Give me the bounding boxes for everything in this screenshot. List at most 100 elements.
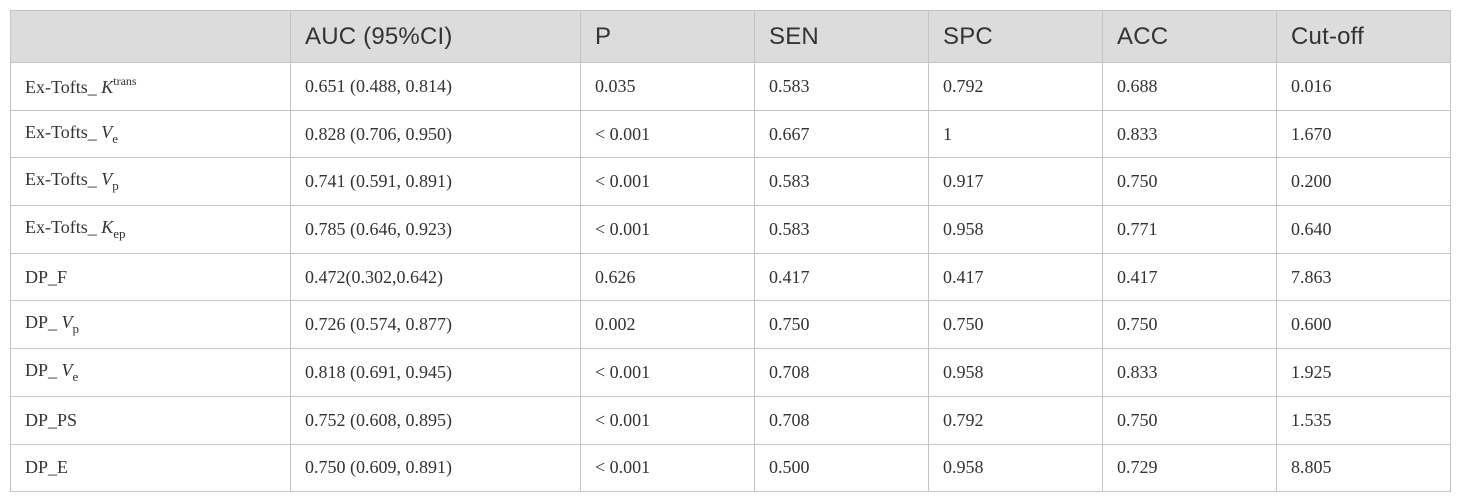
sen-cell: 0.500 [754, 443, 929, 493]
parameter-cell: Ex-Tofts_ Vp [10, 157, 291, 207]
results-table: AUC (95%CI) P SEN SPC ACC Cut-off Ex-Tof… [10, 10, 1451, 493]
parameter-cell: DP_ Vp [10, 300, 291, 350]
cutoff-cell: 0.200 [1276, 157, 1451, 207]
cutoff-cell: 1.670 [1276, 109, 1451, 159]
parameter-prefix: DP_PS [25, 409, 78, 430]
parameter-cell: DP_PS [10, 395, 291, 445]
parameter-prefix: Ex-Tofts_ [25, 169, 102, 190]
parameter-subscript: e [112, 130, 119, 146]
spc-cell: 0.417 [928, 252, 1103, 302]
parameter-variable: V [61, 359, 73, 380]
parameter-prefix: Ex-Tofts_ [25, 121, 102, 142]
results-table-container: AUC (95%CI) P SEN SPC ACC Cut-off Ex-Tof… [10, 10, 1451, 493]
spc-cell: 0.958 [928, 443, 1103, 493]
parameter-subscript: p [72, 321, 80, 337]
auc-cell: 0.750 (0.609, 0.891) [290, 443, 581, 493]
cutoff-cell: 1.925 [1276, 348, 1451, 397]
parameter-variable: V [101, 169, 113, 190]
cutoff-cell: 7.863 [1276, 252, 1451, 302]
table-row: DP_ Ve 0.818 (0.691, 0.945) < 0.001 0.708 0.… [10, 348, 1451, 397]
spc-cell: 1 [928, 109, 1103, 159]
p-value-cell: 0.035 [580, 62, 755, 111]
auc-cell: 0.726 (0.574, 0.877) [290, 300, 581, 350]
sen-cell: 0.583 [754, 205, 929, 254]
acc-cell: 0.750 [1102, 300, 1277, 350]
parameter-cell: DP_ Ve [10, 348, 291, 397]
table-row: DP_E 0.750 (0.609, 0.891) < 0.001 0.500 0.95… [10, 443, 1451, 493]
auc-cell: 0.651 (0.488, 0.814) [290, 62, 581, 111]
parameter-prefix: DP_ [25, 312, 62, 333]
header-cell-sen: SEN [754, 10, 929, 63]
acc-cell: 0.750 [1102, 157, 1277, 207]
parameter-cell: Ex-Tofts_ Kep [10, 205, 291, 254]
header-cell-spc: SPC [928, 10, 1103, 63]
sen-cell: 0.417 [754, 252, 929, 302]
header-cell-acc: ACC [1102, 10, 1277, 63]
spc-cell: 0.750 [928, 300, 1103, 350]
table-row: DP_PS 0.752 (0.608, 0.895) < 0.001 0.708 0.7… [10, 395, 1451, 445]
acc-cell: 0.833 [1102, 109, 1277, 159]
sen-cell: 0.667 [754, 109, 929, 159]
header-cell-p: P [580, 10, 755, 63]
parameter-subscript: e [72, 368, 79, 384]
parameter-variable: V [101, 121, 113, 142]
cutoff-cell: 0.640 [1276, 205, 1451, 254]
parameter-prefix: DP_E [25, 457, 69, 478]
p-value-cell: < 0.001 [580, 109, 755, 159]
parameter-cell: Ex-Tofts_ Ve [10, 109, 291, 159]
cutoff-cell: 0.600 [1276, 300, 1451, 350]
parameter-superscript: trans [113, 74, 137, 89]
auc-cell: 0.752 (0.608, 0.895) [290, 395, 581, 445]
p-value-cell: < 0.001 [580, 395, 755, 445]
auc-cell: 0.741 (0.591, 0.891) [290, 157, 581, 207]
parameter-prefix: Ex-Tofts_ [25, 216, 102, 237]
auc-cell: 0.785 (0.646, 0.923) [290, 205, 581, 254]
table-header: AUC (95%CI) P SEN SPC ACC Cut-off [10, 10, 1451, 63]
acc-cell: 0.771 [1102, 205, 1277, 254]
spc-cell: 0.958 [928, 205, 1103, 254]
acc-cell: 0.729 [1102, 443, 1277, 493]
spc-cell: 0.917 [928, 157, 1103, 207]
parameter-cell: Ex-Tofts_ Ktrans [10, 62, 291, 111]
parameter-subscript: p [112, 178, 119, 194]
sen-cell: 0.708 [754, 348, 929, 397]
parameter-prefix: DP_ [25, 359, 62, 380]
p-value-cell: < 0.001 [580, 205, 755, 254]
table-row: Ex-Tofts_ Kep 0.785 (0.646, 0.923) < 0.001… [10, 205, 1451, 254]
table-row: Ex-Tofts_ Vp 0.741 (0.591, 0.891) < 0.001 0… [10, 157, 1451, 207]
parameter-cell: DP_F [10, 252, 291, 302]
p-value-cell: < 0.001 [580, 348, 755, 397]
acc-cell: 0.688 [1102, 62, 1277, 111]
auc-cell: 0.828 (0.706, 0.950) [290, 109, 581, 159]
header-cell-auc: AUC (95%CI) [290, 10, 581, 63]
sen-cell: 0.708 [754, 395, 929, 445]
parameter-prefix: DP_F [25, 266, 68, 287]
header-cell-cutoff: Cut-off [1276, 10, 1451, 63]
p-value-cell: 0.002 [580, 300, 755, 350]
parameter-variable: V [61, 312, 73, 333]
parameter-variable: K [101, 77, 114, 98]
p-value-cell: < 0.001 [580, 443, 755, 493]
table-row: DP_F 0.472(0.302,0.642) 0.626 0.417 0.417 0.4… [10, 252, 1451, 302]
parameter-subscript: ep [113, 225, 126, 241]
acc-cell: 0.833 [1102, 348, 1277, 397]
acc-cell: 0.750 [1102, 395, 1277, 445]
acc-cell: 0.417 [1102, 252, 1277, 302]
sen-cell: 0.583 [754, 157, 929, 207]
cutoff-cell: 0.016 [1276, 62, 1451, 111]
auc-cell: 0.472(0.302,0.642) [290, 252, 581, 302]
sen-cell: 0.583 [754, 62, 929, 111]
table-row: Ex-Tofts_ Ve 0.828 (0.706, 0.950) < 0.001 0… [10, 109, 1451, 159]
header-cell-parameter [10, 10, 291, 63]
parameter-cell: DP_E [10, 443, 291, 493]
spc-cell: 0.958 [928, 348, 1103, 397]
p-value-cell: < 0.001 [580, 157, 755, 207]
header-row: AUC (95%CI) P SEN SPC ACC Cut-off [10, 10, 1451, 63]
p-value-cell: 0.626 [580, 252, 755, 302]
spc-cell: 0.792 [928, 62, 1103, 111]
spc-cell: 0.792 [928, 395, 1103, 445]
parameter-prefix: Ex-Tofts_ [25, 77, 102, 98]
parameter-variable: K [101, 216, 114, 237]
cutoff-cell: 1.535 [1276, 395, 1451, 445]
auc-cell: 0.818 (0.691, 0.945) [290, 348, 581, 397]
